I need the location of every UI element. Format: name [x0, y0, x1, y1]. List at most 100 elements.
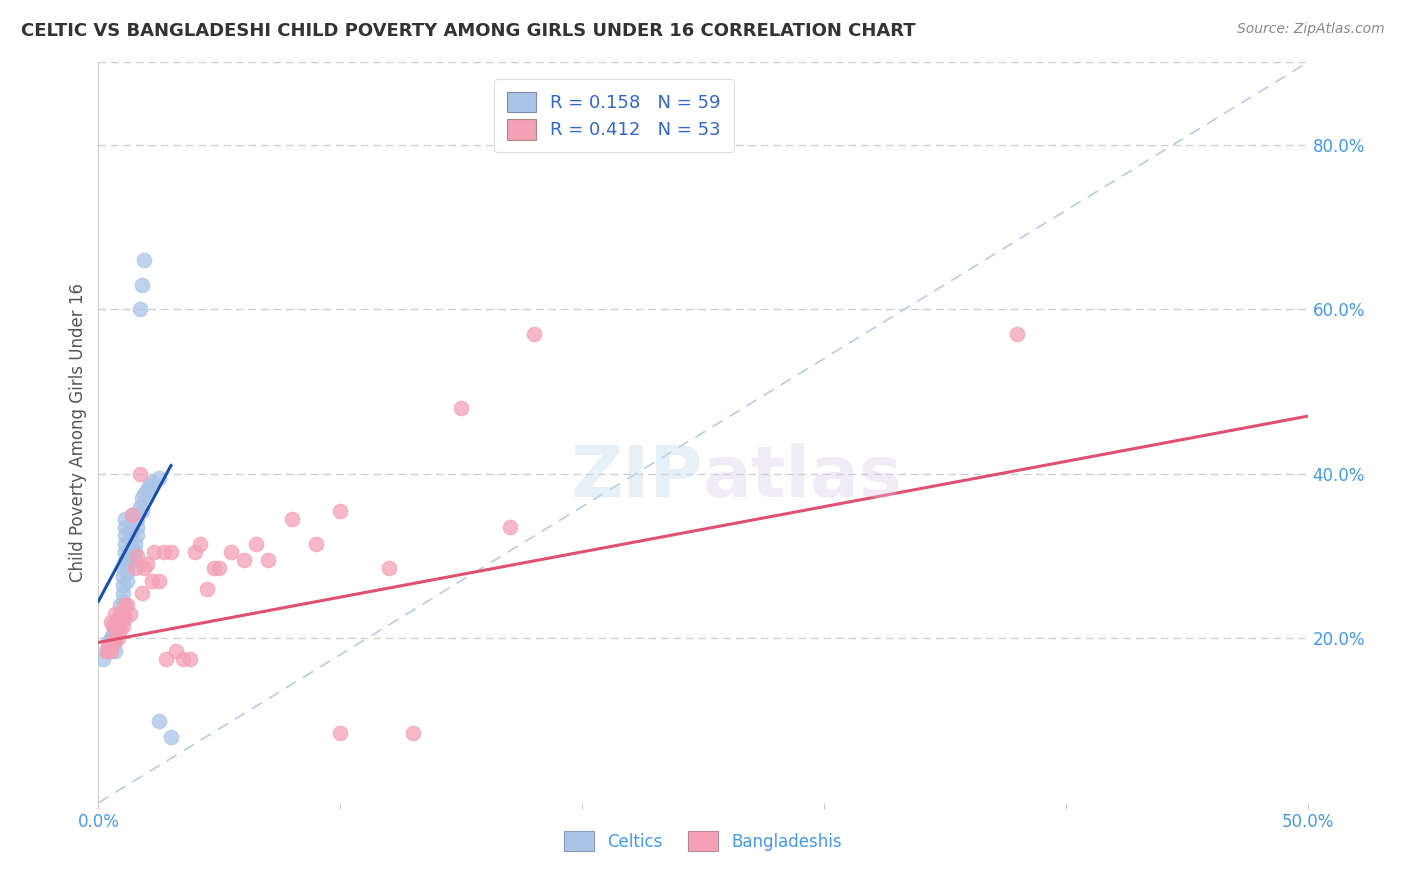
Text: atlas: atlas [703, 442, 903, 511]
Point [135, 558, 157, 572]
Point [104, 623, 127, 637]
Point [108, 615, 131, 629]
Point [124, 536, 146, 550]
Point [160, 545, 183, 559]
Point [101, 627, 124, 641]
Point [121, 541, 143, 555]
Text: ZIP: ZIP [571, 442, 703, 511]
Point [128, 500, 150, 514]
Text: Source: ZipAtlas.com: Source: ZipAtlas.com [1237, 22, 1385, 37]
Point [135, 483, 157, 498]
Point [148, 471, 170, 485]
Point [117, 566, 139, 580]
Point [221, 545, 243, 559]
Point [117, 599, 139, 613]
Point [152, 545, 174, 559]
Point [523, 326, 546, 341]
Point [100, 632, 122, 646]
Point [305, 536, 328, 550]
Point [134, 487, 156, 501]
Point [138, 479, 160, 493]
Point [245, 536, 267, 550]
Point [155, 652, 177, 666]
Point [450, 401, 472, 415]
Point [107, 619, 129, 633]
Point [114, 610, 136, 624]
Point [104, 632, 127, 646]
Point [402, 726, 425, 740]
Point [100, 635, 122, 649]
Point [121, 508, 143, 522]
Point [111, 578, 134, 592]
Point [118, 541, 141, 555]
Y-axis label: Child Poverty Among Girls Under 16: Child Poverty Among Girls Under 16 [69, 283, 87, 582]
Point [281, 512, 304, 526]
Point [101, 619, 124, 633]
Point [128, 467, 150, 481]
Point [195, 582, 218, 596]
Point [131, 586, 153, 600]
Point [131, 491, 153, 506]
Point [97, 640, 120, 654]
Point [104, 635, 127, 649]
Point [118, 533, 141, 547]
Point [114, 545, 136, 559]
Point [127, 520, 149, 534]
Point [100, 615, 122, 629]
Point [101, 635, 124, 649]
Point [107, 632, 129, 646]
Point [377, 561, 399, 575]
Point [165, 643, 187, 657]
Point [114, 528, 136, 542]
Point [104, 627, 127, 641]
Point [104, 643, 127, 657]
Point [114, 553, 136, 567]
Point [124, 545, 146, 559]
Point [127, 528, 149, 542]
Point [114, 599, 136, 613]
Point [124, 561, 146, 575]
Point [111, 619, 134, 633]
Point [118, 607, 141, 621]
Point [118, 549, 141, 563]
Point [148, 714, 170, 728]
Point [131, 504, 153, 518]
Point [141, 475, 163, 489]
Point [329, 726, 352, 740]
Point [104, 632, 127, 646]
Point [91, 652, 114, 666]
Point [172, 652, 194, 666]
Point [97, 643, 120, 657]
Point [111, 602, 134, 616]
Point [148, 574, 170, 588]
Legend: Celtics, Bangladeshis: Celtics, Bangladeshis [558, 825, 848, 857]
Point [188, 536, 211, 550]
Point [107, 619, 129, 633]
Point [134, 252, 156, 267]
Point [108, 610, 131, 624]
Point [111, 610, 134, 624]
Point [114, 536, 136, 550]
Point [94, 643, 117, 657]
Point [117, 574, 139, 588]
Point [329, 504, 352, 518]
Point [111, 594, 134, 608]
Point [141, 574, 163, 588]
Point [111, 586, 134, 600]
Point [117, 558, 139, 572]
Point [107, 615, 129, 629]
Point [111, 561, 134, 575]
Point [128, 302, 150, 317]
Point [131, 277, 153, 292]
Point [160, 730, 183, 744]
Point [184, 545, 207, 559]
Point [179, 652, 201, 666]
Point [143, 545, 166, 559]
Point [121, 524, 143, 539]
Point [124, 553, 146, 567]
Text: CELTIC VS BANGLADESHI CHILD POVERTY AMONG GIRLS UNDER 16 CORRELATION CHART: CELTIC VS BANGLADESHI CHILD POVERTY AMON… [21, 22, 915, 40]
Point [97, 635, 120, 649]
Point [118, 524, 141, 539]
Point [1007, 326, 1029, 341]
Point [108, 607, 131, 621]
